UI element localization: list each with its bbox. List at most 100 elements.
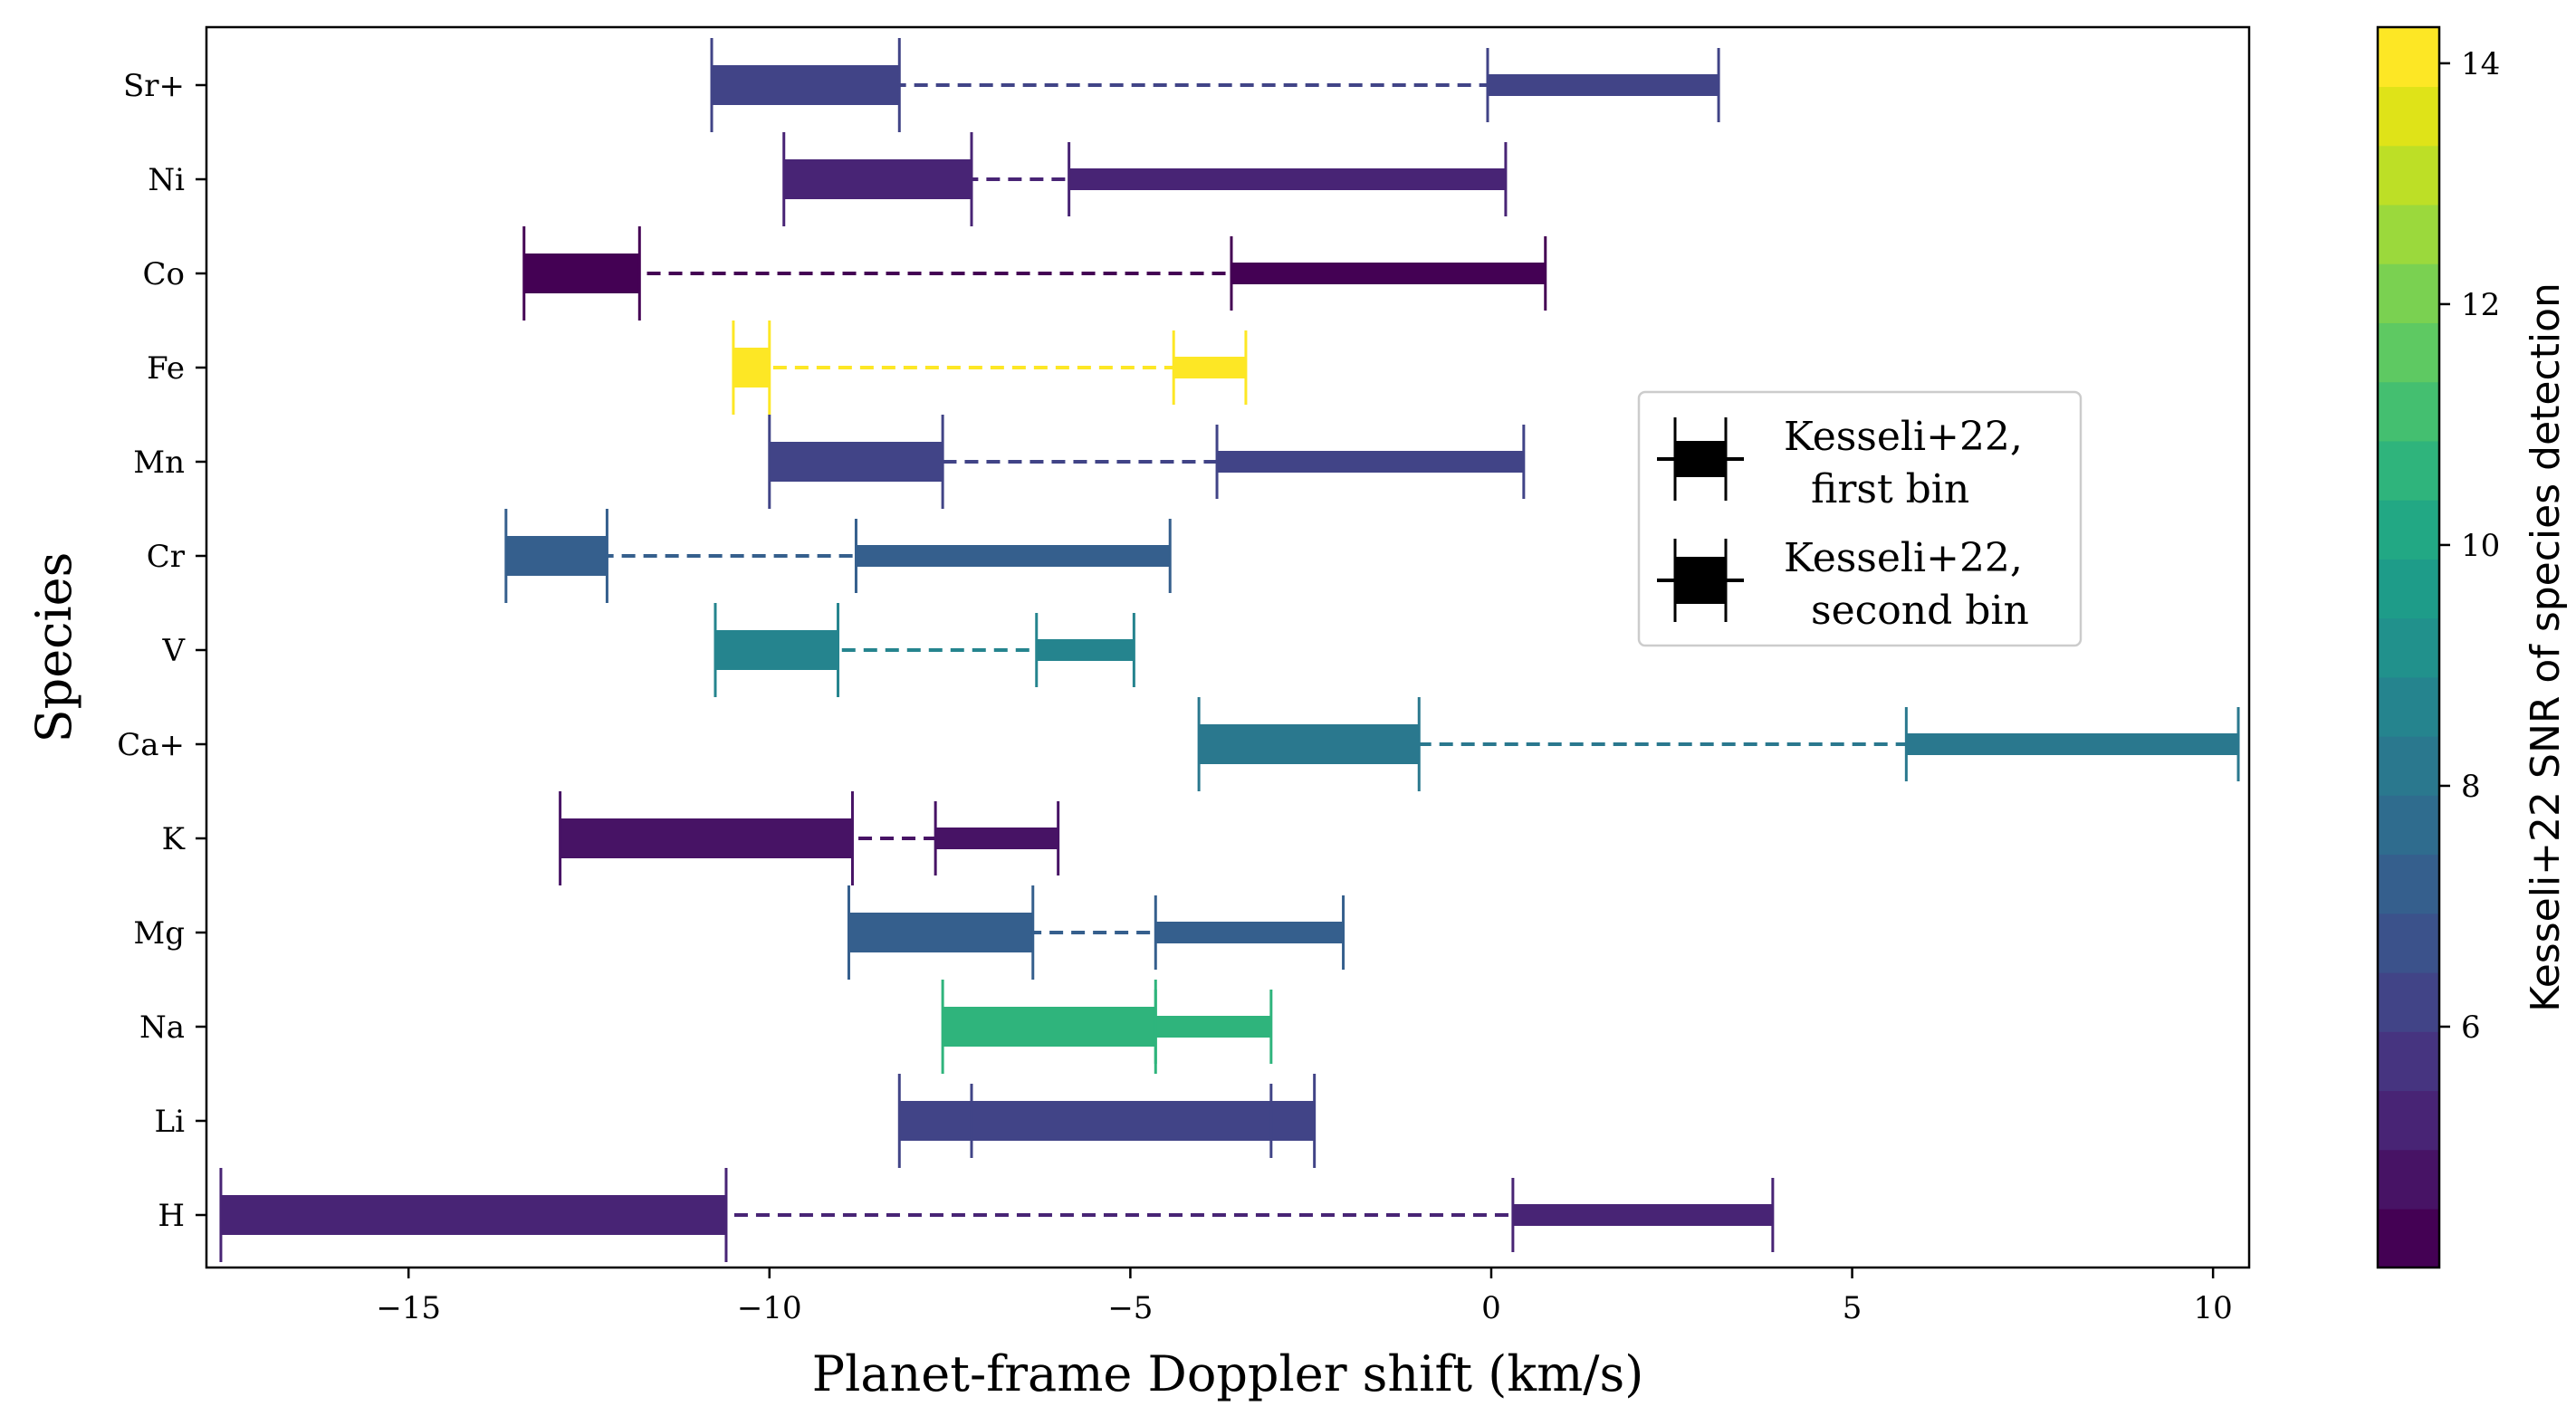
legend-entry: Kesseli+22, second bin (1657, 535, 2029, 634)
y-tick-label: Ni (148, 162, 185, 198)
colorbar-segment (2378, 204, 2439, 264)
first-bin-bar (712, 65, 900, 105)
x-tick-label: 0 (1481, 1290, 1501, 1326)
colorbar-segment (2378, 1208, 2439, 1268)
first-bin-bar (220, 1195, 726, 1235)
second-bin-bar (935, 828, 1058, 849)
colorbar-segment (2378, 27, 2439, 88)
first-bin-bar (560, 818, 853, 858)
first-bin-bar (769, 442, 943, 482)
second-bin-bar (1487, 74, 1719, 96)
colorbar-tick-label: 10 (2461, 528, 2500, 564)
colorbar-segment (2378, 322, 2439, 383)
colorbar-segment (2378, 795, 2439, 856)
colorbar-segment (2378, 86, 2439, 147)
first-bin-bar (943, 1007, 1156, 1047)
second-bin-bar (1068, 168, 1506, 190)
second-bin-bar (1155, 1016, 1271, 1038)
species-row-co (522, 226, 1547, 321)
species-row-k (559, 791, 1060, 885)
colorbar-segment (2378, 381, 2439, 442)
first-bin-bar (733, 348, 770, 387)
y-tick-label: K (162, 821, 186, 857)
colorbar-segment (2378, 145, 2439, 206)
colorbar: 6 8 10 12 14 Kesseli+22 SNR of species detect… (2376, 25, 2569, 1269)
colorbar-segment (2378, 440, 2439, 501)
colorbar-segment (2378, 854, 2439, 914)
second-bin-bar (1512, 1204, 1773, 1226)
second-bin-bar (1173, 357, 1246, 378)
second-bin-bar (1155, 922, 1344, 943)
legend-frame (1637, 390, 2083, 647)
species-row-li (897, 1074, 1317, 1168)
axes: Sr+ Ni Co Fe Mn Cr V Ca+ K Mg Na Li H −15 −10 −5 0 5 10 Pla… (25, 25, 2251, 1402)
first-bin-bar (715, 630, 838, 670)
legend: Kesseli+22, first bin Kesseli+22, second bi… (1637, 390, 2083, 647)
species-row-srplus (710, 38, 1720, 132)
x-tick-label: −10 (737, 1290, 802, 1326)
second-bin-bar (1231, 263, 1546, 284)
y-tick-label: Ca+ (117, 727, 185, 763)
colorbar-tick-label: 12 (2461, 287, 2500, 323)
plot-area (219, 38, 2240, 1262)
species-row-mg (847, 885, 1345, 980)
x-tick-label: 5 (1843, 1290, 1863, 1326)
species-row-mn (768, 415, 1526, 509)
x-axis-title: Planet-frame Doppler shift (km/s) (812, 1345, 1644, 1402)
y-tick-label: Cr (147, 539, 186, 575)
legend-entry: Kesseli+22, first bin (1657, 414, 2023, 512)
legend-label-line1: Kesseli+22, (1784, 414, 2023, 460)
colorbar-segment (2378, 1090, 2439, 1151)
y-tick-label: Fe (147, 350, 185, 387)
legend-label-line2: second bin (1811, 588, 2029, 634)
second-bin-bar (1036, 639, 1135, 661)
y-tick-label: Sr+ (123, 68, 185, 104)
colorbar-segment (2378, 676, 2439, 737)
y-tick-label: Co (143, 256, 185, 292)
second-bin-bar (972, 1110, 1271, 1132)
x-tick-label: −5 (1107, 1290, 1153, 1326)
second-bin-bar (1906, 733, 2239, 755)
colorbar-frame (2376, 25, 2441, 1269)
y-tick-label: Mn (133, 445, 185, 481)
legend-label-line1: Kesseli+22, (1784, 535, 2023, 581)
colorbar-tick-label: 6 (2461, 1009, 2481, 1046)
species-row-v (713, 603, 1135, 697)
colorbar-segment (2378, 1031, 2439, 1092)
legend-marker-box (1675, 441, 1726, 477)
y-tick-label: Mg (133, 915, 185, 952)
first-bin-bar (505, 536, 608, 576)
y-tick-label: Na (139, 1009, 185, 1046)
species-row-h (219, 1168, 1775, 1262)
legend-label-line2: first bin (1811, 466, 1969, 512)
x-tick-label: 10 (2194, 1290, 2233, 1326)
species-row-na (941, 980, 1273, 1074)
colorbar-segment (2378, 263, 2439, 323)
plot-frame (205, 25, 2251, 1269)
colorbar-segment (2378, 735, 2439, 796)
colorbar-segment (2378, 913, 2439, 973)
second-bin-bar (1217, 451, 1524, 473)
y-tick-label: H (158, 1198, 185, 1234)
species-row-caplus (1197, 697, 2240, 791)
colorbar-tick-label: 14 (2461, 46, 2500, 82)
y-axis-title: Species (25, 552, 82, 743)
y-tick-label: Li (155, 1104, 186, 1140)
colorbar-segment (2378, 971, 2439, 1032)
colorbar-segment (2378, 499, 2439, 560)
species-row-fe (732, 321, 1248, 415)
colorbar-title: Kesseli+22 SNR of species detection (2523, 282, 2569, 1012)
first-bin-bar (848, 913, 1033, 952)
second-bin-bar (856, 545, 1171, 567)
first-bin-bar (523, 254, 640, 293)
legend-marker-box (1675, 557, 1726, 604)
y-tick-label: V (161, 633, 186, 669)
colorbar-segment (2378, 1149, 2439, 1210)
x-tick-label: −15 (376, 1290, 441, 1326)
colorbar-tick-label: 8 (2461, 769, 2481, 805)
species-row-ni (782, 132, 1508, 226)
species-row-cr (504, 509, 1172, 603)
colorbar-segment (2378, 617, 2439, 678)
colorbar-segment (2378, 559, 2439, 619)
